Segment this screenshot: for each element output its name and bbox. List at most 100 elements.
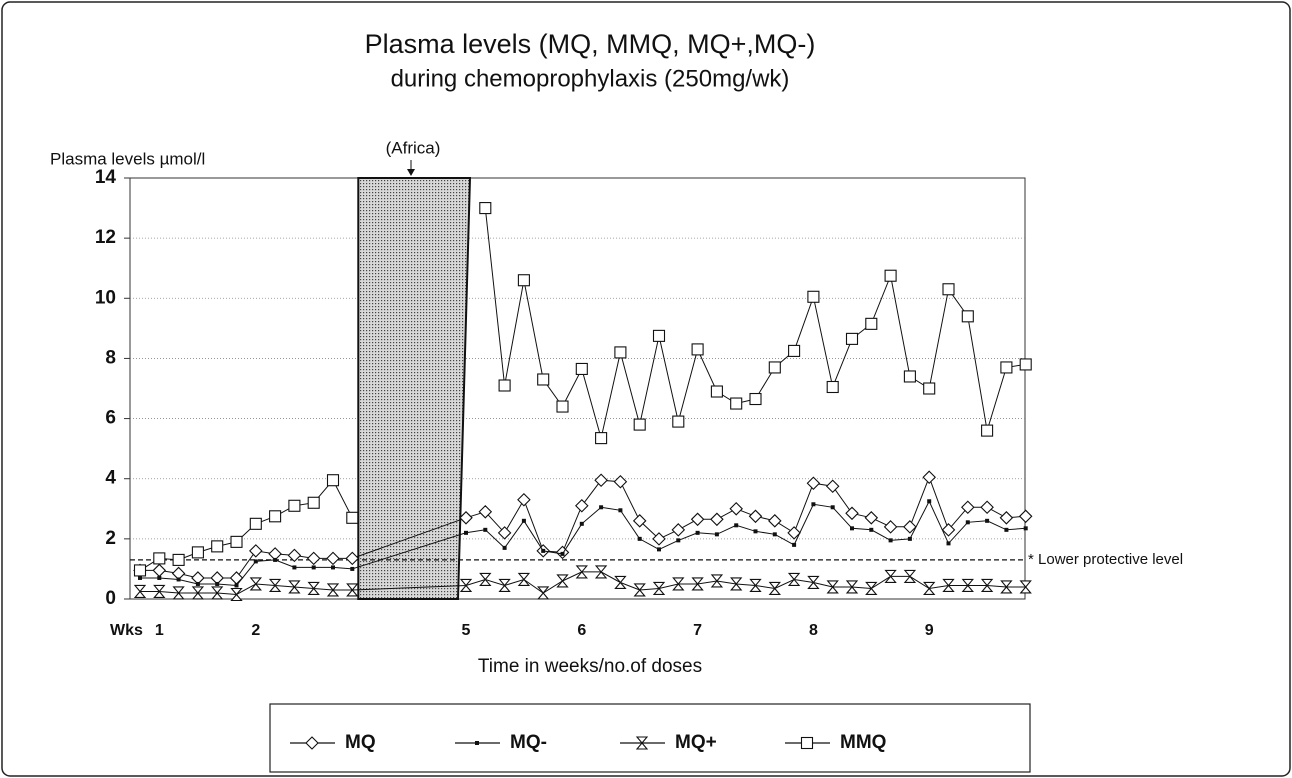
marker — [884, 569, 897, 583]
y-tick-label: 6 — [105, 408, 116, 429]
y-axis-label: Plasma levels µmol/l — [50, 149, 205, 168]
marker — [498, 379, 511, 392]
marker — [753, 529, 758, 534]
marker — [215, 581, 220, 586]
marker — [633, 418, 646, 431]
marker — [826, 380, 839, 394]
marker — [825, 479, 840, 494]
marker — [1004, 527, 1009, 532]
marker — [883, 520, 898, 534]
marker — [980, 500, 994, 515]
marker — [326, 551, 340, 566]
reference-label: * Lower protective level — [1028, 551, 1183, 568]
marker — [521, 518, 526, 523]
marker — [537, 586, 550, 600]
marker — [676, 538, 681, 543]
marker — [346, 583, 359, 597]
marker — [845, 332, 859, 345]
marker — [153, 552, 166, 565]
marker — [230, 535, 243, 548]
marker — [575, 362, 588, 376]
marker — [729, 502, 743, 516]
marker — [502, 545, 507, 550]
marker — [459, 578, 473, 593]
annotation: (Africa) — [386, 138, 441, 157]
marker — [845, 580, 859, 594]
marker — [464, 530, 468, 535]
marker — [211, 540, 224, 553]
marker — [556, 400, 569, 413]
x-tick-label: 2 — [251, 622, 260, 639]
marker — [211, 586, 224, 600]
marker — [768, 514, 782, 528]
marker — [690, 512, 705, 527]
marker — [475, 741, 479, 745]
marker — [305, 736, 319, 750]
marker — [497, 526, 512, 540]
marker — [748, 509, 763, 524]
y-tick-label: 10 — [95, 287, 116, 308]
marker — [807, 290, 820, 303]
marker — [479, 202, 492, 215]
marker — [961, 578, 974, 593]
marker — [556, 574, 569, 588]
marker — [749, 392, 762, 406]
marker — [671, 523, 686, 537]
series-line — [140, 500, 1026, 587]
x-tick-label: 6 — [577, 622, 586, 639]
marker — [632, 514, 647, 528]
marker — [672, 415, 685, 428]
marker — [710, 385, 723, 398]
marker — [772, 532, 777, 537]
marker — [575, 499, 589, 513]
marker — [903, 569, 917, 583]
marker — [985, 518, 990, 523]
marker — [459, 511, 473, 525]
marker — [961, 310, 974, 323]
marker — [575, 565, 588, 579]
marker — [672, 577, 685, 591]
marker — [478, 505, 493, 519]
marker — [961, 500, 975, 515]
marker — [595, 432, 608, 445]
y-tick-label: 2 — [105, 528, 116, 549]
plot-area — [129, 177, 1026, 600]
marker — [1019, 580, 1032, 594]
marker — [806, 476, 821, 491]
marker — [195, 581, 200, 586]
marker — [249, 517, 262, 530]
marker — [288, 499, 301, 512]
marker — [941, 523, 956, 537]
marker — [792, 542, 797, 547]
marker — [942, 283, 955, 296]
marker — [517, 492, 531, 507]
marker — [579, 521, 584, 526]
marker — [652, 329, 666, 342]
marker — [133, 564, 147, 577]
marker — [787, 572, 801, 587]
marker — [498, 578, 511, 593]
marker — [907, 536, 912, 541]
marker — [618, 508, 623, 513]
marker — [172, 553, 185, 566]
marker — [657, 547, 661, 552]
marker — [176, 577, 181, 582]
y-tick-label: 12 — [95, 227, 116, 248]
marker — [345, 551, 360, 566]
marker — [133, 584, 147, 599]
marker — [307, 496, 320, 509]
marker — [942, 578, 955, 593]
marker — [864, 511, 879, 525]
legend-label: MQ+ — [675, 732, 717, 753]
marker — [730, 397, 743, 410]
marker — [273, 557, 278, 562]
marker — [730, 577, 743, 591]
marker — [172, 586, 185, 600]
marker — [946, 541, 951, 546]
marker — [560, 551, 565, 556]
x-axis-label: Time in weeks/no.of doses — [478, 656, 702, 677]
marker — [253, 559, 258, 564]
marker — [1018, 509, 1033, 524]
marker — [614, 346, 627, 359]
marker — [157, 575, 162, 580]
